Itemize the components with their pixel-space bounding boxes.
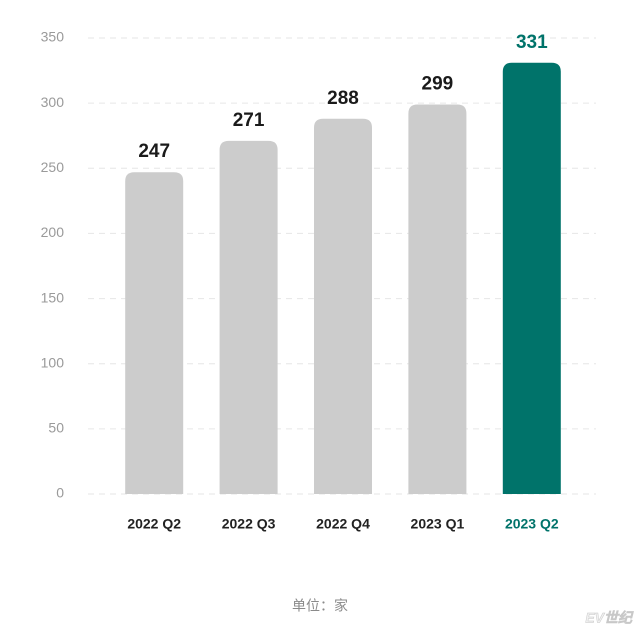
bar — [219, 140, 278, 494]
y-tick-label: 100 — [41, 354, 65, 370]
x-tick-label: 2023 Q1 — [411, 516, 465, 532]
x-tick-label: 2023 Q2 — [505, 516, 559, 532]
bar — [408, 104, 467, 495]
value-label: 247 — [138, 141, 170, 162]
bar — [314, 118, 372, 494]
y-tick-label: 150 — [41, 289, 65, 305]
y-tick-label: 0 — [56, 485, 64, 501]
bar — [502, 62, 561, 495]
unit-note: 单位：家 — [292, 598, 348, 614]
x-tick-label: 2022 Q3 — [222, 516, 276, 532]
bar — [125, 172, 184, 495]
value-label: 299 — [422, 73, 454, 94]
x-tick-label: 2022 Q2 — [127, 516, 181, 532]
y-tick-label: 50 — [48, 420, 64, 436]
y-tick-label: 200 — [41, 224, 65, 240]
value-label: 288 — [327, 88, 359, 109]
x-tick-label: 2022 Q4 — [316, 516, 370, 532]
y-tick-label: 300 — [41, 94, 65, 110]
value-label: 331 — [516, 32, 548, 53]
watermark: EV世纪 — [585, 610, 634, 626]
y-tick-label: 250 — [41, 159, 65, 175]
value-label: 271 — [233, 110, 265, 131]
y-tick-label: 350 — [41, 29, 65, 45]
